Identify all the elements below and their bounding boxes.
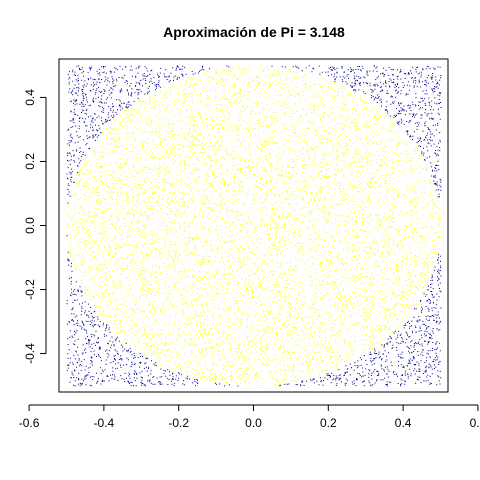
x-tick-label: 0.0 bbox=[245, 416, 262, 430]
chart-title: Aproximación de Pi = 3.148 bbox=[163, 24, 345, 40]
points-outside-circle bbox=[66, 65, 442, 387]
y-tick-label: 0.0 bbox=[23, 217, 37, 234]
points-inside-circle bbox=[66, 65, 442, 387]
x-tick-label: 0.4 bbox=[395, 416, 412, 430]
plot-box bbox=[58, 58, 449, 393]
x-tick-label: 0.2 bbox=[320, 416, 337, 430]
x-tick-label: -0.4 bbox=[94, 416, 115, 430]
y-tick-label: -0.4 bbox=[23, 343, 37, 364]
y-tick-label: 0.2 bbox=[23, 153, 37, 170]
y-tick-label: 0.4 bbox=[23, 89, 37, 106]
y-tick-label: -0.2 bbox=[23, 279, 37, 300]
y-axis: -0.4 -0.2 0.0 0.2 0.4 bbox=[23, 89, 47, 364]
scatter-points bbox=[66, 65, 442, 387]
x-tick-label: 0.6 bbox=[470, 416, 480, 430]
x-tick-label: -0.2 bbox=[168, 416, 189, 430]
x-axis: -0.6 -0.4 -0.2 0.0 0.2 0.4 0.6 bbox=[19, 404, 480, 430]
x-tick-label: -0.6 bbox=[19, 416, 40, 430]
